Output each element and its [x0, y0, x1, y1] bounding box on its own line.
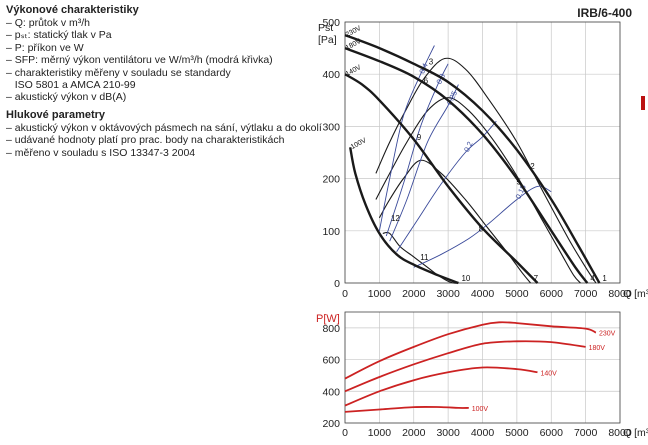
power-curve [344, 321, 597, 380]
fan-curve-label: 100V [350, 137, 368, 151]
list-item: – akustický výkon v oktávových pásmech n… [6, 121, 322, 134]
operating-point-label: 1 [602, 274, 607, 283]
fan-curve [344, 46, 589, 284]
sfp-curve [413, 185, 552, 268]
sfp-curve [385, 63, 449, 237]
x-tick-label: 0 [342, 427, 348, 439]
y-tick-label: 0 [334, 278, 340, 290]
performance-list: – Q: průtok v m³/h – pₛₜ: statický tlak … [6, 17, 336, 104]
power-curve-label: 140V [541, 370, 558, 377]
x-tick-label: 7000 [574, 288, 598, 300]
list-item: – akustický výkon v dB(A) [6, 91, 127, 104]
x-tick-label: 1000 [368, 288, 392, 300]
list-item: – měřeno v souladu s ISO 13347-3 2004 [6, 146, 196, 159]
y-axis-label: P[W] [316, 313, 340, 325]
list-item: – SFP: měrný výkon ventilátoru ve W/m³/h… [6, 54, 273, 67]
y-tick-label: 500 [322, 17, 340, 29]
operating-point-label: 2 [530, 162, 535, 171]
x-axis-label: Q [m³/h] [623, 427, 648, 439]
fan-curve-label: 230V [345, 25, 363, 39]
noise-heading: Hlukové parametry [6, 108, 106, 121]
x-tick-label: 8000 [608, 288, 632, 300]
power-curve [344, 405, 469, 413]
power-curve [344, 340, 586, 393]
y-tick-label: 100 [322, 226, 340, 238]
x-tick-label: 1000 [368, 427, 392, 439]
x-tick-label: 7000 [574, 427, 598, 439]
list-item: – pₛₜ: statický tlak v Pa [6, 29, 112, 42]
list-item: – udávané hodnoty platí pro prac. body n… [6, 134, 285, 147]
operating-point-label: 7 [534, 274, 539, 283]
y-tick-label: 400 [322, 69, 340, 81]
x-tick-label: 8000 [608, 427, 632, 439]
x-tick-label: 2000 [402, 427, 426, 439]
y-axis-label: Pst [318, 22, 333, 34]
performance-heading: Výkonové charakteristiky [6, 4, 139, 16]
fan-curve [349, 147, 459, 285]
edge-marker [641, 96, 645, 110]
plot-frame [344, 21, 621, 284]
resistance-curve [382, 231, 459, 284]
sfp-curve-label: 0.2 [462, 140, 475, 153]
y-tick-label: 600 [322, 355, 340, 367]
resistance-curve [375, 97, 581, 284]
operating-point-label: 10 [461, 274, 470, 283]
sfp-curve [378, 45, 435, 231]
y-tick-label: 400 [322, 386, 340, 398]
list-item: – P: příkon ve W [6, 41, 84, 54]
noise-list: – akustický výkon v oktávových pásmech n… [6, 122, 336, 159]
x-tick-label: 3000 [436, 427, 460, 439]
x-tick-label: 6000 [540, 288, 564, 300]
plot-frame [344, 311, 621, 424]
operating-point-label: 4 [590, 274, 595, 283]
power-curve [344, 366, 538, 407]
x-tick-label: 2000 [402, 288, 426, 300]
y-tick-label: 200 [322, 174, 340, 186]
x-tick-label: 6000 [540, 427, 564, 439]
sfp-curve [389, 84, 459, 242]
fan-curve [344, 73, 539, 284]
fan-curve [344, 33, 601, 284]
list-item: – Q: průtok v m³/h [6, 17, 91, 29]
x-tick-label: 5000 [505, 288, 529, 300]
operating-point-label: 11 [420, 253, 429, 262]
operating-point-label: 12 [391, 214, 400, 223]
y-tick-label: 800 [322, 323, 340, 335]
operating-point-label: 9 [417, 133, 422, 142]
x-axis-label: Q [m³/h] [623, 288, 648, 300]
spec-notes: Výkonové charakteristiky – Q: průtok v m… [6, 4, 336, 164]
operating-point-label: 3 [429, 57, 434, 66]
x-tick-label: 4000 [471, 427, 495, 439]
y-tick-label: 200 [322, 418, 340, 430]
model-label: IRB/6-400 [577, 6, 632, 20]
x-tick-label: 3000 [436, 288, 460, 300]
list-item: ISO 5801 a AMCA 210-99 [6, 79, 136, 92]
operating-point-label: 5 [516, 177, 521, 186]
resistance-curve [378, 159, 532, 284]
list-item: – charakteristiky měřeny v souladu se st… [6, 66, 231, 79]
y-axis-unit: [Pa] [318, 34, 337, 46]
fan-curve-label: 180V [345, 38, 363, 52]
x-tick-label: 5000 [505, 427, 529, 439]
y-tick-label: 300 [322, 121, 340, 133]
power-curve-label: 100V [472, 406, 489, 413]
x-tick-label: 0 [342, 288, 348, 300]
x-tick-label: 4000 [471, 288, 495, 300]
operating-point-label: 6 [424, 77, 429, 86]
operating-point-label: 8 [479, 224, 484, 233]
power-curve-label: 180V [589, 345, 606, 352]
power-curve-label: 230V [599, 331, 616, 338]
fan-curve-label: 140V [345, 64, 363, 78]
